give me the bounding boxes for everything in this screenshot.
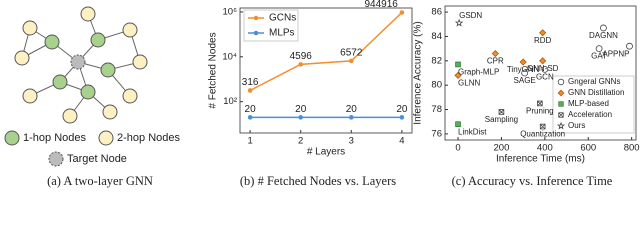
legend-marker bbox=[558, 101, 564, 107]
y-tick-label: 80 bbox=[431, 80, 442, 91]
y-tick-label: 78 bbox=[431, 104, 442, 115]
point bbox=[247, 88, 253, 93]
legend-box bbox=[552, 75, 635, 134]
caption: (a) A two-layer GNN bbox=[47, 174, 153, 188]
point-label: Sampling bbox=[485, 115, 518, 124]
point-label: Graph-MLP bbox=[458, 68, 499, 77]
y-tick-label: 10² bbox=[223, 96, 237, 107]
legend-label: Target Node bbox=[67, 153, 127, 165]
legend-box bbox=[243, 9, 299, 42]
data-label: 20 bbox=[346, 104, 358, 115]
caption: (b) # Fetched Nodes vs. Layers bbox=[240, 174, 396, 188]
y-tick-label: 82 bbox=[431, 55, 442, 66]
point bbox=[539, 57, 547, 65]
series-line bbox=[249, 11, 403, 92]
point bbox=[491, 49, 499, 58]
point-label: SAGE bbox=[514, 76, 536, 85]
point-label: Pruning bbox=[526, 107, 554, 116]
point bbox=[539, 123, 546, 130]
point-label: GCN bbox=[536, 72, 554, 81]
point-label: CPR bbox=[487, 57, 504, 66]
plot-frame bbox=[444, 5, 637, 141]
point-label: GLNN bbox=[458, 79, 480, 88]
point bbox=[298, 115, 304, 120]
data-label: 4596 bbox=[290, 51, 313, 62]
legend-marker bbox=[557, 89, 565, 97]
x-tick-label: 4 bbox=[399, 136, 404, 147]
legend-marker bbox=[556, 121, 566, 130]
point bbox=[498, 109, 505, 115]
point bbox=[537, 100, 543, 107]
point bbox=[521, 69, 529, 77]
x-tick-label: 600 bbox=[580, 143, 596, 154]
data-label: 316 bbox=[242, 77, 259, 88]
y-tick-label: 84 bbox=[431, 31, 442, 42]
x-tick-label: 200 bbox=[494, 143, 510, 154]
x-tick-label: 400 bbox=[537, 143, 553, 154]
figure: 1-hop Nodes 2-hop Nodes Target Node (a) … bbox=[4, 0, 640, 188]
x-tick-label: 800 bbox=[624, 143, 640, 154]
point-label: GAT bbox=[591, 52, 607, 61]
data-label: 944916 bbox=[365, 0, 399, 10]
point bbox=[348, 115, 354, 120]
point-label: Quantization bbox=[520, 130, 565, 139]
legend-label: MLPs bbox=[269, 28, 295, 39]
caption: (c) Accuracy vs. Inference Time bbox=[452, 174, 613, 188]
plot-frame bbox=[239, 7, 413, 134]
point bbox=[539, 29, 547, 37]
legend-label: 1-hop Nodes bbox=[23, 132, 86, 144]
y-tick-label: 10⁴ bbox=[222, 51, 237, 62]
legend-label: 2-hop Nodes bbox=[117, 132, 180, 144]
data-label: 20 bbox=[396, 104, 408, 115]
point bbox=[454, 18, 464, 27]
point-label: RDD bbox=[534, 36, 552, 45]
legend-label: GCNs bbox=[269, 13, 296, 24]
x-tick-label: 3 bbox=[349, 136, 354, 147]
point bbox=[298, 62, 304, 67]
data-label: 20 bbox=[245, 104, 257, 115]
graph-diagram bbox=[4, 6, 148, 167]
legend-marker bbox=[557, 78, 565, 86]
point bbox=[600, 24, 607, 32]
data-label: 20 bbox=[295, 104, 307, 115]
point bbox=[541, 66, 549, 73]
legend-label: Gngeral GNNs bbox=[568, 77, 620, 86]
point bbox=[595, 45, 603, 52]
point bbox=[348, 58, 354, 64]
point-label: APPNP bbox=[602, 49, 629, 58]
legend-marker bbox=[558, 112, 564, 118]
point-label: TinyGNN bbox=[507, 65, 540, 74]
x-axis-label: Inference Time (ms) bbox=[496, 154, 585, 165]
point-label: DAGNN bbox=[589, 31, 618, 40]
x-tick-label: 1 bbox=[247, 136, 252, 147]
point bbox=[455, 121, 461, 127]
point-label: LinkDist bbox=[458, 127, 487, 136]
legend-marker bbox=[253, 15, 259, 21]
point bbox=[454, 71, 462, 80]
legend-label: GNN Distillation bbox=[568, 88, 624, 97]
x-axis-label: # Layers bbox=[307, 147, 345, 158]
legend-marker bbox=[253, 30, 259, 36]
point bbox=[399, 10, 405, 15]
legend-label: MLP-based bbox=[568, 99, 609, 108]
y-axis-label: # Fetched Nodes bbox=[208, 32, 219, 108]
point bbox=[626, 42, 633, 50]
point bbox=[399, 115, 405, 120]
data-label: 6572 bbox=[340, 48, 363, 59]
point-label: GSDN bbox=[459, 11, 482, 20]
legend-label: Acceleration bbox=[568, 110, 612, 119]
point-label: GNN-SD bbox=[527, 64, 559, 73]
point bbox=[247, 115, 253, 120]
x-tick-label: 2 bbox=[298, 136, 303, 147]
x-tick-label: 0 bbox=[455, 143, 460, 154]
point bbox=[455, 61, 461, 68]
y-axis-label: Inference Accuracy (%) bbox=[413, 21, 424, 124]
y-tick-label: 86 bbox=[431, 7, 442, 18]
legend-label: Ours bbox=[568, 121, 585, 130]
point bbox=[519, 58, 527, 66]
y-tick-label: 10⁶ bbox=[223, 6, 238, 17]
y-tick-label: 76 bbox=[431, 128, 442, 139]
